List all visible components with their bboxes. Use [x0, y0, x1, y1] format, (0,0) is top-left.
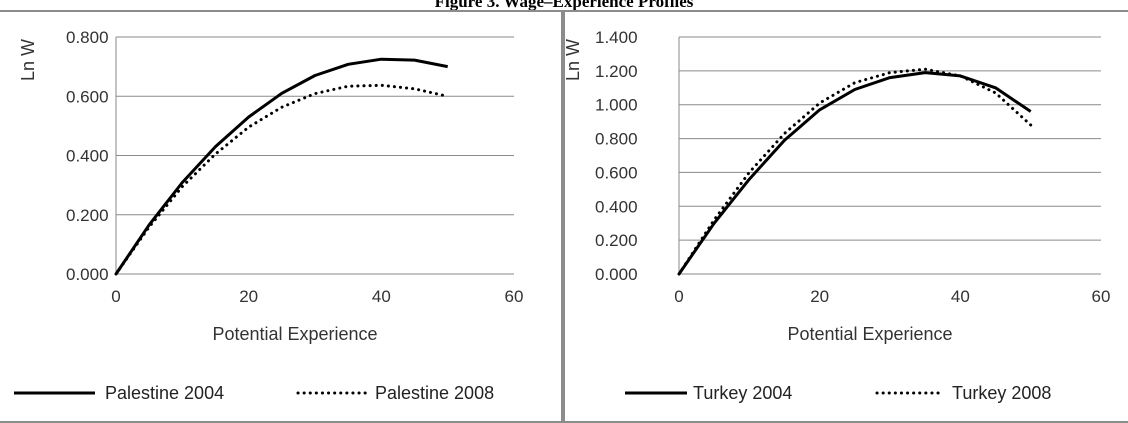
- chart-palestine: 0.000 0.200 0.400 0.600 0.800 0 20 40 60 Potentia…: [14, 28, 524, 403]
- y-tick-label: 0.800: [595, 130, 638, 149]
- series-line: [677, 71, 1032, 275]
- x-axis-title: Potential Experience: [212, 324, 377, 344]
- x-tick-label: 60: [505, 287, 524, 306]
- x-tick-label: 0: [674, 287, 683, 306]
- y-tick-label: 0.600: [66, 87, 109, 106]
- page-title: Figure 3. Wage–Experience Profiles: [434, 0, 694, 11]
- y-tick-label: 1.000: [595, 96, 638, 115]
- y-tick-label: 0.200: [66, 206, 109, 225]
- x-tick-label: 20: [810, 287, 829, 306]
- x-tick-label: 20: [239, 287, 258, 306]
- y-axis-title: Ln W: [18, 39, 38, 81]
- chart-turkey: 0.000 0.200 0.400 0.600 0.800 1.000 1.200 1.400…: [565, 28, 1111, 403]
- y-tick-label: 0.400: [595, 197, 638, 216]
- x-tick-label: 40: [372, 287, 391, 306]
- y-tick-label: 0.200: [595, 231, 638, 250]
- legend-label: Palestine 2008: [375, 383, 494, 403]
- y-tick-label: 0.600: [595, 163, 638, 182]
- y-tick-label: 1.200: [595, 62, 638, 81]
- legend-label: Palestine 2004: [105, 383, 224, 403]
- series-line: [114, 83, 450, 276]
- series-line: [677, 67, 1033, 276]
- legend-label: Turkey 2004: [693, 383, 792, 403]
- x-axis-title: Potential Experience: [787, 324, 952, 344]
- y-tick-label: 0.400: [66, 147, 109, 166]
- chart-panel-turkey: 0.000 0.200 0.400 0.600 0.800 1.000 1.200 1.400…: [563, 10, 1128, 423]
- y-axis-title: Ln W: [565, 39, 583, 81]
- y-tick-label: 0.800: [66, 28, 109, 47]
- y-tick-label: 0.000: [66, 265, 109, 284]
- series-line: [114, 57, 448, 275]
- chart-panel-palestine: 0.000 0.200 0.400 0.600 0.800 0 20 40 60 Potentia…: [0, 10, 563, 423]
- y-tick-label: 1.400: [595, 28, 638, 47]
- legend-label: Turkey 2008: [952, 383, 1051, 403]
- x-tick-label: 40: [951, 287, 970, 306]
- x-tick-label: 60: [1092, 287, 1111, 306]
- y-tick-label: 0.000: [595, 265, 638, 284]
- x-tick-label: 0: [111, 287, 120, 306]
